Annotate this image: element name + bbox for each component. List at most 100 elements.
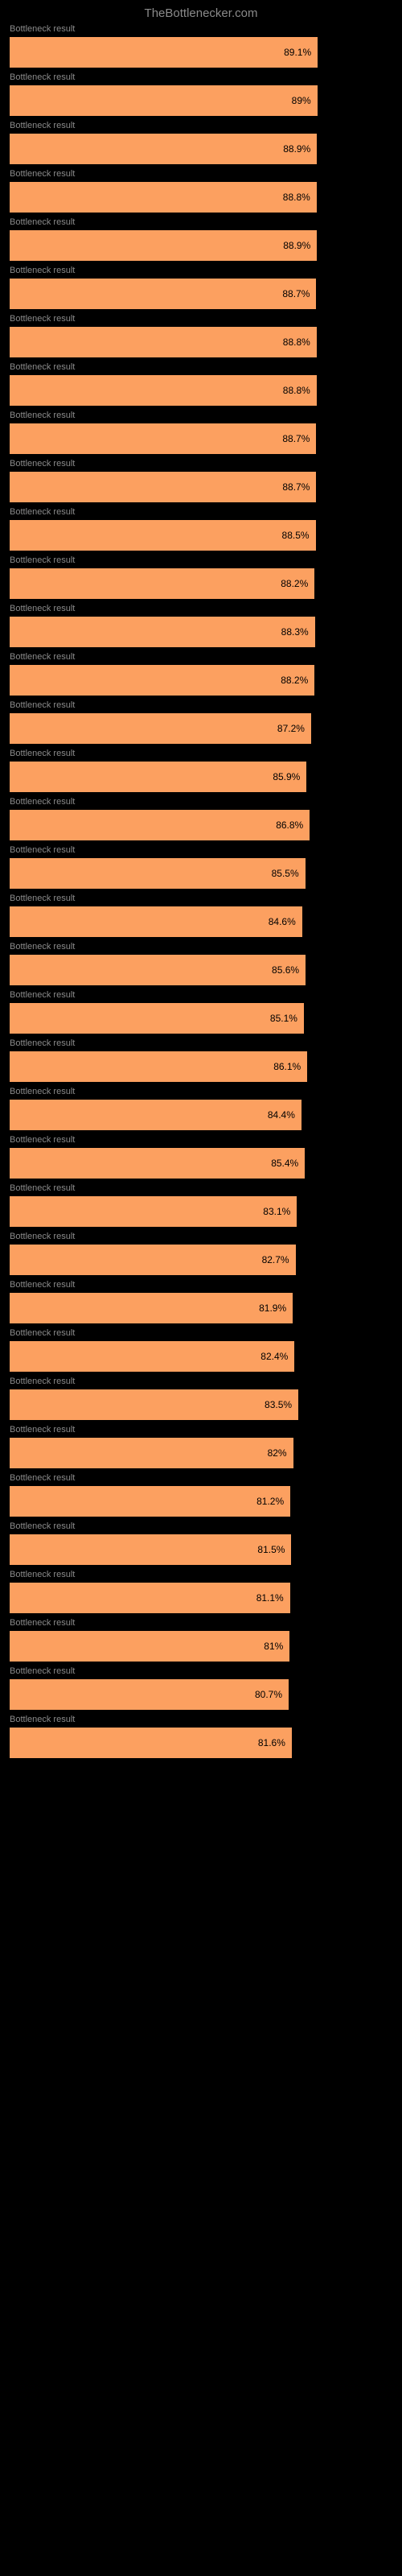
bar-track: 85.6% xyxy=(10,955,355,985)
bar-row: Bottleneck result 88.3% xyxy=(10,604,392,647)
bar-fill: 88.5% xyxy=(10,520,316,551)
bar-value: 88.8% xyxy=(283,385,310,396)
bar-track: 81.1% xyxy=(10,1583,355,1613)
bar-fill: 88.7% xyxy=(10,423,316,454)
bar-label: Bottleneck result xyxy=(10,797,392,807)
bar-row: Bottleneck result 88.7% xyxy=(10,266,392,309)
bar-fill: 88.7% xyxy=(10,472,316,502)
bar-value: 85.4% xyxy=(271,1158,298,1169)
bar-label: Bottleneck result xyxy=(10,1377,392,1386)
bar-value: 88.8% xyxy=(283,192,310,203)
bar-fill: 81.2% xyxy=(10,1486,290,1517)
bar-fill: 85.1% xyxy=(10,1003,304,1034)
bar-track: 81.6% xyxy=(10,1728,355,1758)
bar-track: 81.9% xyxy=(10,1293,355,1323)
bar-value: 81.2% xyxy=(256,1496,284,1507)
bar-fill: 81% xyxy=(10,1631,289,1662)
bar-value: 81.1% xyxy=(256,1592,284,1604)
bar-row: Bottleneck result82.4% xyxy=(10,1328,392,1372)
bar-value: 85.6% xyxy=(272,964,299,976)
bar-fill: 86.8% xyxy=(10,810,310,840)
bar-track: 82% xyxy=(10,1438,355,1468)
bar-fill: 88.8% xyxy=(10,327,317,357)
bar-track: 86.1% xyxy=(10,1051,355,1082)
bar-track: 82.7% xyxy=(10,1245,355,1275)
bar-track: 88.3% xyxy=(10,617,355,647)
bar-value: 88.7% xyxy=(282,433,310,444)
bar-label: Bottleneck result xyxy=(10,990,392,1000)
bar-track: 88.8% xyxy=(10,327,355,357)
bar-value: 87.2% xyxy=(277,723,305,734)
bar-row: Bottleneck result88.9% xyxy=(10,217,392,261)
bar-label: Bottleneck result xyxy=(10,266,392,275)
bar-row: Bottleneck result85.6% xyxy=(10,942,392,985)
bar-value: 86.1% xyxy=(273,1061,301,1072)
bar-label: Bottleneck result xyxy=(10,1618,392,1628)
bar-fill: 82% xyxy=(10,1438,293,1468)
bar-fill: 88.8% xyxy=(10,375,317,406)
bar-value: 88.9% xyxy=(283,240,310,251)
bar-track: 88.2% xyxy=(10,568,355,599)
bar-row: Bottleneck result 81.1% xyxy=(10,1570,392,1613)
bar-row: Bottleneck result88.7% xyxy=(10,411,392,454)
bar-fill: 88.3% xyxy=(10,617,315,647)
bar-track: 88.7% xyxy=(10,279,355,309)
bar-row: Bottleneck result81.2% xyxy=(10,1473,392,1517)
bar-track: 88.2% xyxy=(10,665,355,696)
bar-value: 88.5% xyxy=(282,530,310,541)
bar-fill: 83.1% xyxy=(10,1196,297,1227)
bar-value: 86.8% xyxy=(276,819,303,831)
bar-label: Bottleneck result xyxy=(10,1570,392,1579)
bar-track: 88.9% xyxy=(10,134,355,164)
bar-value: 80.7% xyxy=(255,1689,282,1700)
bar-value: 88.7% xyxy=(282,481,310,493)
bar-value: 82.4% xyxy=(260,1351,288,1362)
chart-header: TheBottlenecker.com xyxy=(0,0,402,24)
bar-fill: 88.8% xyxy=(10,182,317,213)
bar-row: Bottleneck result 88.2% xyxy=(10,652,392,696)
bar-label: Bottleneck result xyxy=(10,1715,392,1724)
bar-row: Bottleneck result81.5% xyxy=(10,1521,392,1565)
bar-row: Bottleneck result 88.7% xyxy=(10,459,392,502)
bar-value: 88.2% xyxy=(281,675,308,686)
bar-value: 81% xyxy=(264,1641,283,1652)
bar-label: Bottleneck result xyxy=(10,1087,392,1096)
bar-fill: 81.6% xyxy=(10,1728,292,1758)
bar-row: Bottleneck result88.2% xyxy=(10,555,392,599)
bar-value: 88.3% xyxy=(281,626,309,638)
bar-value: 89.1% xyxy=(284,47,311,58)
bar-row: Bottleneck result85.5% xyxy=(10,845,392,889)
bar-track: 88.8% xyxy=(10,375,355,406)
bar-track: 82.4% xyxy=(10,1341,355,1372)
bar-row: Bottleneck result84.6% xyxy=(10,894,392,937)
bar-row: Bottleneck result85.4% xyxy=(10,1135,392,1179)
bar-fill: 88.2% xyxy=(10,568,314,599)
bar-track: 85.1% xyxy=(10,1003,355,1034)
bar-value: 81.6% xyxy=(258,1737,285,1748)
bar-label: Bottleneck result xyxy=(10,459,392,469)
bar-value: 88.2% xyxy=(281,578,308,589)
bar-track: 81.5% xyxy=(10,1534,355,1565)
bar-label: Bottleneck result xyxy=(10,1425,392,1435)
bar-value: 84.4% xyxy=(268,1109,295,1121)
bar-row: Bottleneck result88.8% xyxy=(10,362,392,406)
bar-fill: 85.5% xyxy=(10,858,306,889)
bar-fill: 81.9% xyxy=(10,1293,293,1323)
bar-track: 85.4% xyxy=(10,1148,355,1179)
bar-row: Bottleneck result88.9% xyxy=(10,121,392,164)
bar-label: Bottleneck result xyxy=(10,1232,392,1241)
bar-row: Bottleneck result88.8% xyxy=(10,169,392,213)
bar-row: Bottleneck result81.9% xyxy=(10,1280,392,1323)
bar-label: Bottleneck result xyxy=(10,604,392,613)
bar-value: 88.8% xyxy=(283,336,310,348)
chart-title: TheBottlenecker.com xyxy=(145,6,258,20)
bar-row: Bottleneck result86.1% xyxy=(10,1038,392,1082)
bar-track: 89.1% xyxy=(10,37,355,68)
bar-label: Bottleneck result xyxy=(10,652,392,662)
bar-row: Bottleneck result 86.8% xyxy=(10,797,392,840)
bar-value: 85.1% xyxy=(270,1013,297,1024)
bar-row: Bottleneck result83.5% xyxy=(10,1377,392,1420)
bar-fill: 82.4% xyxy=(10,1341,294,1372)
bar-row: Bottleneck result 84.4% xyxy=(10,1087,392,1130)
bar-label: Bottleneck result xyxy=(10,700,392,710)
